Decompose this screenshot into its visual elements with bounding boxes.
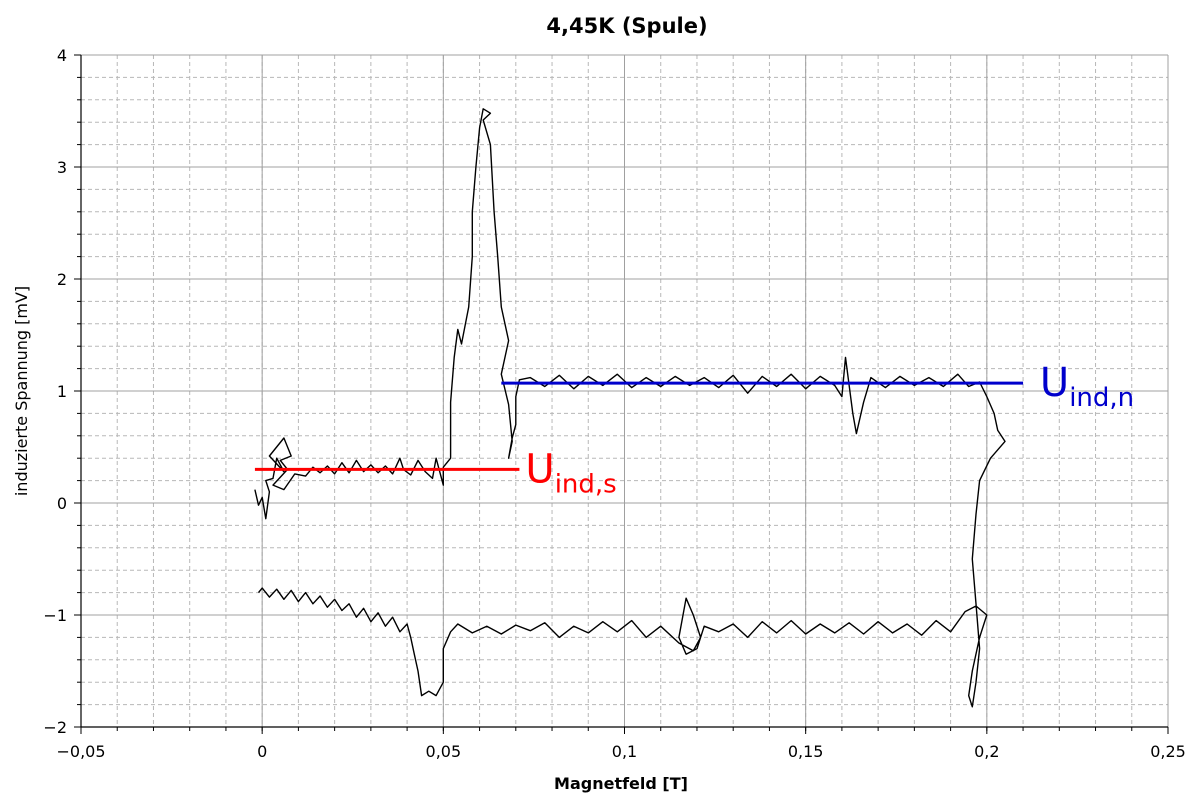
chart-title: 4,45K (Spule) xyxy=(546,14,707,38)
x-tick-label: 0,15 xyxy=(788,742,824,761)
y-tick-label: −1 xyxy=(43,606,67,625)
annotation-subscript: ind,s xyxy=(555,469,617,499)
x-tick-label: 0,1 xyxy=(612,742,637,761)
series-line xyxy=(254,108,1006,708)
y-tick-label: 2 xyxy=(57,270,67,289)
axes xyxy=(74,54,1169,734)
annotation-label: Uind,s xyxy=(525,446,616,499)
series-layer xyxy=(254,108,1006,708)
tick-labels: −0,05 0 0,05 0,1 0,15 0,2 0,25 −2 −1 0 1 2 3 4 xyxy=(43,46,1185,761)
annotation-label: Uind,n xyxy=(1040,360,1134,413)
y-tick-label: 4 xyxy=(57,46,67,65)
y-tick-label: −2 xyxy=(43,718,67,737)
x-axis-label: Magnetfeld [T] xyxy=(554,774,688,793)
x-tick-label: −0,05 xyxy=(56,742,105,761)
x-tick-label: 0,05 xyxy=(426,742,462,761)
annotation-subscript: ind,n xyxy=(1069,383,1134,413)
annotation-main: U xyxy=(1040,360,1069,406)
y-tick-label: 0 xyxy=(57,494,67,513)
x-tick-label: 0,2 xyxy=(974,742,999,761)
reference-lines xyxy=(254,381,1024,471)
x-tick-label: 0 xyxy=(257,742,267,761)
y-axis-label: induzierte Spannung [mV] xyxy=(12,286,31,496)
annotation-main: U xyxy=(525,446,554,492)
y-tick-label: 3 xyxy=(57,158,67,177)
y-tick-label: 1 xyxy=(57,382,67,401)
x-tick-label: 0,25 xyxy=(1150,742,1186,761)
major-grid xyxy=(80,54,1169,728)
